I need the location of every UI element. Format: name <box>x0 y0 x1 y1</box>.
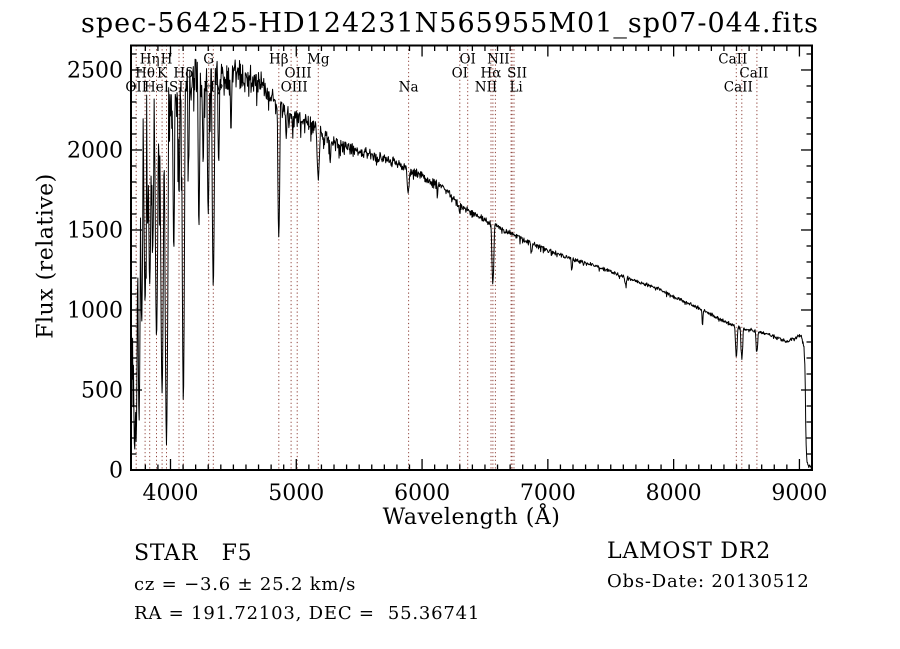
x-tick-label: 4000 <box>143 481 199 506</box>
spectral-line-label: H <box>161 52 173 68</box>
spectral-line-label: K <box>157 66 168 82</box>
spectral-line-label: CaII <box>718 52 747 68</box>
spectral-line-label: Li <box>509 80 523 96</box>
spectral-line-label: OI <box>452 66 468 82</box>
y-tick-label: 2000 <box>67 139 123 164</box>
plot-frame <box>130 44 813 471</box>
spectral-line-label: OIII <box>281 80 308 96</box>
y-tick-label: 1500 <box>67 219 123 244</box>
spectral-line-label: OI <box>459 52 475 68</box>
x-tick-label: 9000 <box>771 481 827 506</box>
survey-text: LAMOST DR2 <box>607 539 771 564</box>
spectral-line-label: Hα <box>480 66 501 82</box>
coordinates-text: RA = 191.72103, DEC = 55.36741 <box>134 603 481 624</box>
spectral-line-label: SII <box>169 80 189 96</box>
spectral-line-label: Hγ <box>203 80 223 96</box>
obs-date-text: Obs-Date: 20130512 <box>607 571 810 592</box>
spectral-line-label: OIII <box>285 66 312 82</box>
spectral-line-label: G <box>203 52 214 68</box>
x-tick-label: 8000 <box>646 481 702 506</box>
spectral-line-label: CaII <box>724 80 753 96</box>
spectral-line-label: SII <box>507 66 527 82</box>
spectrum-trace <box>130 58 813 470</box>
x-axis-label: Wavelength (Å) <box>382 505 561 530</box>
classification-text: STAR F5 <box>134 541 253 566</box>
spectral-line-label: CaII <box>739 66 768 82</box>
radial-velocity-text: cz = −3.6 ± 25.2 km/s <box>134 574 357 595</box>
y-tick-label: 2500 <box>67 59 123 84</box>
spectral-line-label: Hβ <box>269 52 289 68</box>
x-tick-label: 6000 <box>394 481 450 506</box>
x-tick-label: 5000 <box>268 481 324 506</box>
spectral-line-label: Hη <box>140 52 160 68</box>
spectral-line-label: HeI <box>144 80 169 96</box>
y-tick-label: 0 <box>109 459 123 484</box>
spectral-line-label: Hδ <box>173 66 193 82</box>
x-tick-label: 7000 <box>520 481 576 506</box>
y-axis-label: Flux (relative) <box>33 173 59 339</box>
y-tick-label: 500 <box>81 379 123 404</box>
y-tick-label: 1000 <box>67 299 123 324</box>
plot-title: spec-56425-HD124231N565955M01_sp07-044.f… <box>81 8 819 39</box>
spectral-line-label: Na <box>399 80 419 96</box>
spectral-line-label: NII <box>475 80 497 96</box>
spectral-line-label: Mg <box>307 52 330 68</box>
spectral-line-label: NII <box>487 52 509 68</box>
